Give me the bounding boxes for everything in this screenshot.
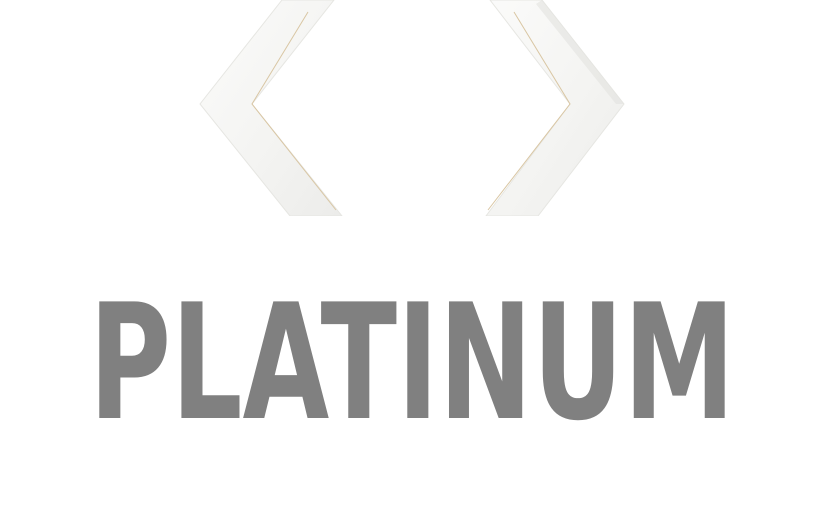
- frame-inner-line-left: [251, 11, 337, 211]
- frame-right-band: [485, 0, 625, 216]
- wordmark-text: PLATINUM: [89, 269, 735, 422]
- hexagon-frame-icon: [196, 0, 628, 216]
- frame-inner-line-right: [487, 11, 571, 211]
- brand-wordmark: PLATINUM: [87, 262, 737, 422]
- frame-left-band: [199, 0, 343, 216]
